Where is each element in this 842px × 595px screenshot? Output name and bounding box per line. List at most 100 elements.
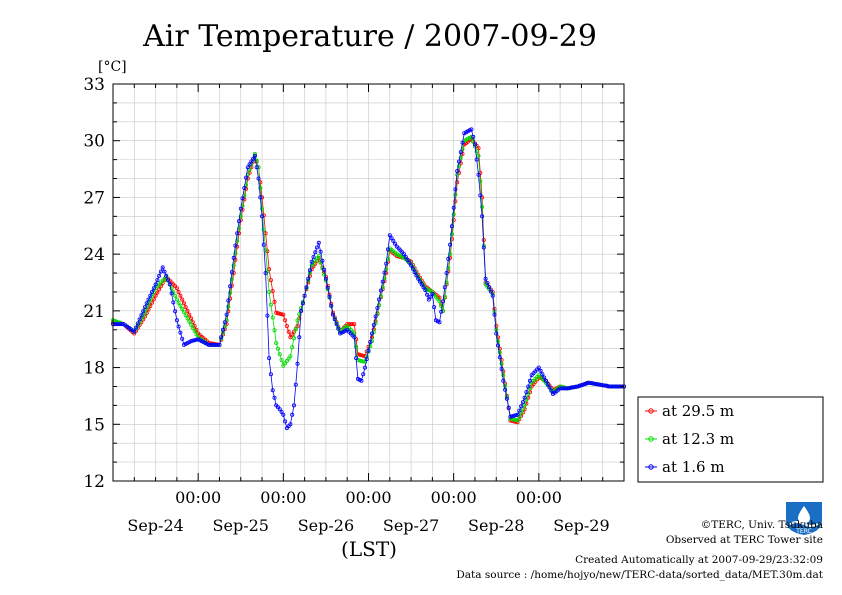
y-tick-label: 24 xyxy=(83,245,105,265)
data-point xyxy=(378,288,383,293)
data-point xyxy=(245,165,250,170)
data-point xyxy=(302,293,307,298)
data-point xyxy=(190,325,195,330)
data-point xyxy=(176,324,181,329)
data-point xyxy=(165,278,170,283)
series-2 xyxy=(111,127,627,431)
data-point xyxy=(194,332,199,337)
data-point xyxy=(371,322,376,327)
data-point xyxy=(316,253,321,258)
data-point xyxy=(361,359,366,364)
data-point xyxy=(453,199,458,204)
x-day-label: Sep-28 xyxy=(468,516,524,535)
grid xyxy=(113,84,624,481)
data-point xyxy=(432,305,437,310)
data-point xyxy=(272,395,277,400)
data-point xyxy=(187,312,192,317)
data-point xyxy=(141,309,146,314)
data-point xyxy=(584,381,589,386)
data-point xyxy=(460,140,465,145)
data-point xyxy=(279,409,284,414)
data-point xyxy=(311,254,316,259)
data-point xyxy=(283,318,288,323)
data-point xyxy=(236,219,241,224)
data-point xyxy=(281,312,286,317)
data-point xyxy=(504,396,509,401)
data-point xyxy=(520,407,525,412)
data-point xyxy=(542,375,547,380)
data-point xyxy=(158,269,163,274)
data-point xyxy=(222,320,227,325)
data-point xyxy=(494,331,499,336)
data-point xyxy=(451,205,456,210)
footer-observed: Observed at TERC Tower site xyxy=(665,534,823,546)
data-point xyxy=(570,385,575,390)
footer-source: Data source : /home/hojyo/new/TERC-data/… xyxy=(456,569,823,581)
data-point xyxy=(409,263,414,268)
data-point xyxy=(222,324,227,329)
data-point xyxy=(417,279,422,284)
data-point xyxy=(483,276,488,281)
data-point xyxy=(355,352,360,357)
data-point xyxy=(508,414,513,419)
data-point xyxy=(251,156,256,161)
data-point xyxy=(235,238,240,243)
data-point xyxy=(151,297,156,302)
data-point xyxy=(215,342,220,347)
data-point xyxy=(183,313,188,318)
data-point xyxy=(261,242,266,247)
data-point xyxy=(591,381,596,386)
data-point xyxy=(368,339,373,344)
data-point xyxy=(180,336,185,341)
data-point xyxy=(497,350,502,355)
data-point xyxy=(155,278,160,283)
data-point xyxy=(176,289,181,294)
data-point xyxy=(228,290,233,295)
data-point xyxy=(380,279,385,284)
data-point xyxy=(414,273,419,278)
data-point xyxy=(231,255,236,260)
data-point xyxy=(274,310,279,315)
data-point xyxy=(141,313,146,318)
data-point xyxy=(377,297,382,302)
data-point xyxy=(322,267,327,272)
data-point xyxy=(309,259,314,264)
data-point xyxy=(481,245,486,250)
data-point xyxy=(242,185,247,190)
data-point xyxy=(391,238,396,243)
data-point xyxy=(171,300,176,305)
terc-logo: TERC xyxy=(786,502,822,535)
data-point xyxy=(155,290,160,295)
data-point xyxy=(290,412,295,417)
data-point xyxy=(361,372,366,377)
data-point xyxy=(501,373,506,378)
data-point xyxy=(190,338,195,343)
data-point xyxy=(275,311,280,316)
data-point xyxy=(149,289,154,294)
data-point xyxy=(369,331,374,336)
data-point xyxy=(192,328,197,333)
data-point xyxy=(181,301,186,306)
data-point xyxy=(446,266,451,271)
data-point xyxy=(178,293,183,298)
data-point xyxy=(183,305,188,310)
data-point xyxy=(173,293,178,298)
data-point xyxy=(437,320,442,325)
data-point xyxy=(455,168,460,173)
data-point xyxy=(488,289,493,294)
data-point xyxy=(295,318,300,323)
data-point xyxy=(536,365,541,370)
data-point xyxy=(476,153,481,158)
data-point xyxy=(513,413,518,418)
data-point xyxy=(425,292,430,297)
data-point xyxy=(169,291,174,296)
data-point xyxy=(449,232,454,237)
data-point xyxy=(522,395,527,400)
data-point xyxy=(563,386,568,391)
data-point xyxy=(270,388,275,393)
data-point xyxy=(277,311,282,316)
data-point xyxy=(229,277,234,282)
footer-created: Created Automatically at 2007-09-29/23:3… xyxy=(575,554,823,566)
data-point xyxy=(448,252,453,257)
data-point xyxy=(428,294,433,299)
